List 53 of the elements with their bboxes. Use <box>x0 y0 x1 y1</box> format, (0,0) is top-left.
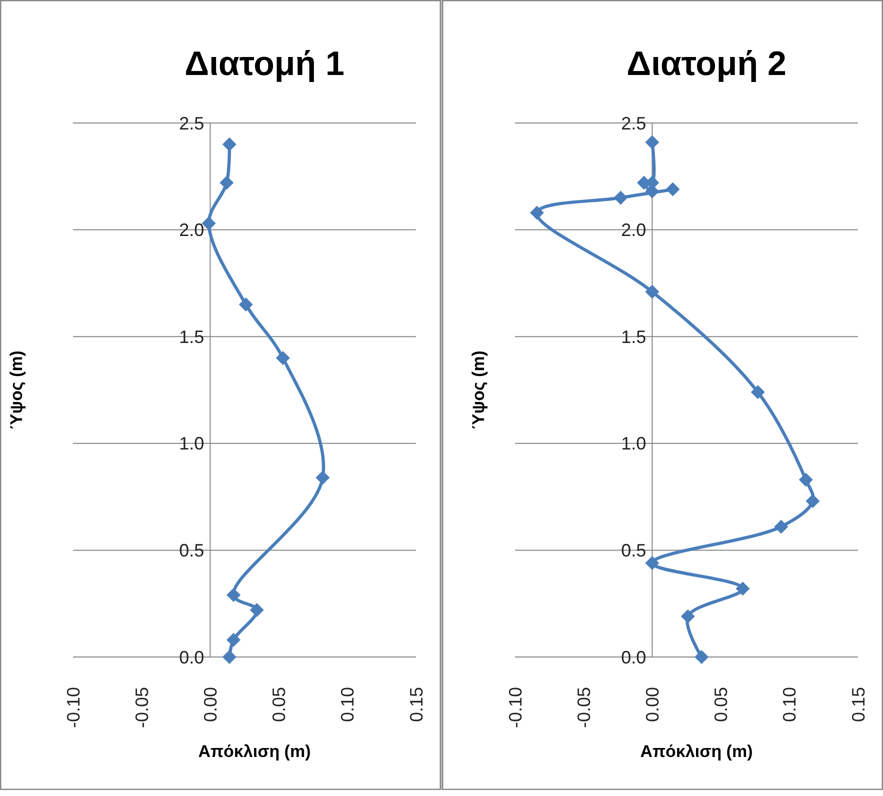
point <box>238 298 253 312</box>
x-tick-label: 0.05 <box>269 687 290 722</box>
point <box>806 494 820 508</box>
point <box>250 603 264 618</box>
y-tick-label: 0.5 <box>179 540 204 560</box>
point <box>222 650 236 664</box>
point <box>774 520 788 534</box>
point <box>645 284 660 299</box>
y-tick-label: 2.5 <box>179 113 204 134</box>
point <box>798 472 813 487</box>
point <box>316 470 330 485</box>
x-tick-label: 0.00 <box>200 687 220 722</box>
point <box>226 632 241 647</box>
point <box>222 137 236 152</box>
y-tick-label: 1.0 <box>621 434 646 454</box>
chart-title: Διατομή 1 <box>184 45 344 83</box>
point <box>736 582 750 596</box>
point <box>680 609 695 624</box>
y-axis-title: Ύψος (m) <box>7 350 26 430</box>
point <box>645 556 660 570</box>
x-tick-label: 0.00 <box>642 687 662 722</box>
x-tick-label: 0.05 <box>711 687 732 722</box>
chart-title: Διατομή 2 <box>626 45 786 83</box>
y-tick-label: 0.5 <box>621 540 646 560</box>
x-axis-title: Απόκλιση (m) <box>198 742 311 761</box>
x-axis-title: Απόκλιση (m) <box>640 742 753 761</box>
y-tick-label: 1.5 <box>179 326 204 347</box>
y-tick-label: 0.0 <box>621 647 646 668</box>
point <box>202 216 216 230</box>
point <box>220 176 234 190</box>
x-tick-label: -0.10 <box>63 687 84 728</box>
y-tick-label: 1.5 <box>621 326 646 347</box>
point <box>750 385 765 400</box>
point <box>666 182 680 196</box>
y-tick-label: 2.0 <box>179 220 204 240</box>
x-tick-label: 0.10 <box>338 687 358 722</box>
point <box>645 135 660 150</box>
x-tick-label: 0.15 <box>406 687 426 722</box>
point <box>694 650 709 664</box>
point <box>276 350 290 365</box>
x-tick-label: 0.10 <box>780 687 800 722</box>
point <box>614 190 628 205</box>
y-tick-label: 2.0 <box>621 220 646 240</box>
x-tick-label: 0.15 <box>848 687 868 722</box>
point <box>530 206 544 220</box>
x-tick-label: -0.05 <box>132 687 152 728</box>
y-tick-label: 1.0 <box>179 434 204 454</box>
y-axis-title: Ύψος (m) <box>469 350 488 430</box>
y-tick-label: 0.0 <box>179 647 204 668</box>
y-tick-label: 2.5 <box>621 113 646 134</box>
point <box>226 588 241 602</box>
x-tick-label: -0.05 <box>574 687 594 728</box>
x-tick-label: -0.10 <box>505 687 526 728</box>
